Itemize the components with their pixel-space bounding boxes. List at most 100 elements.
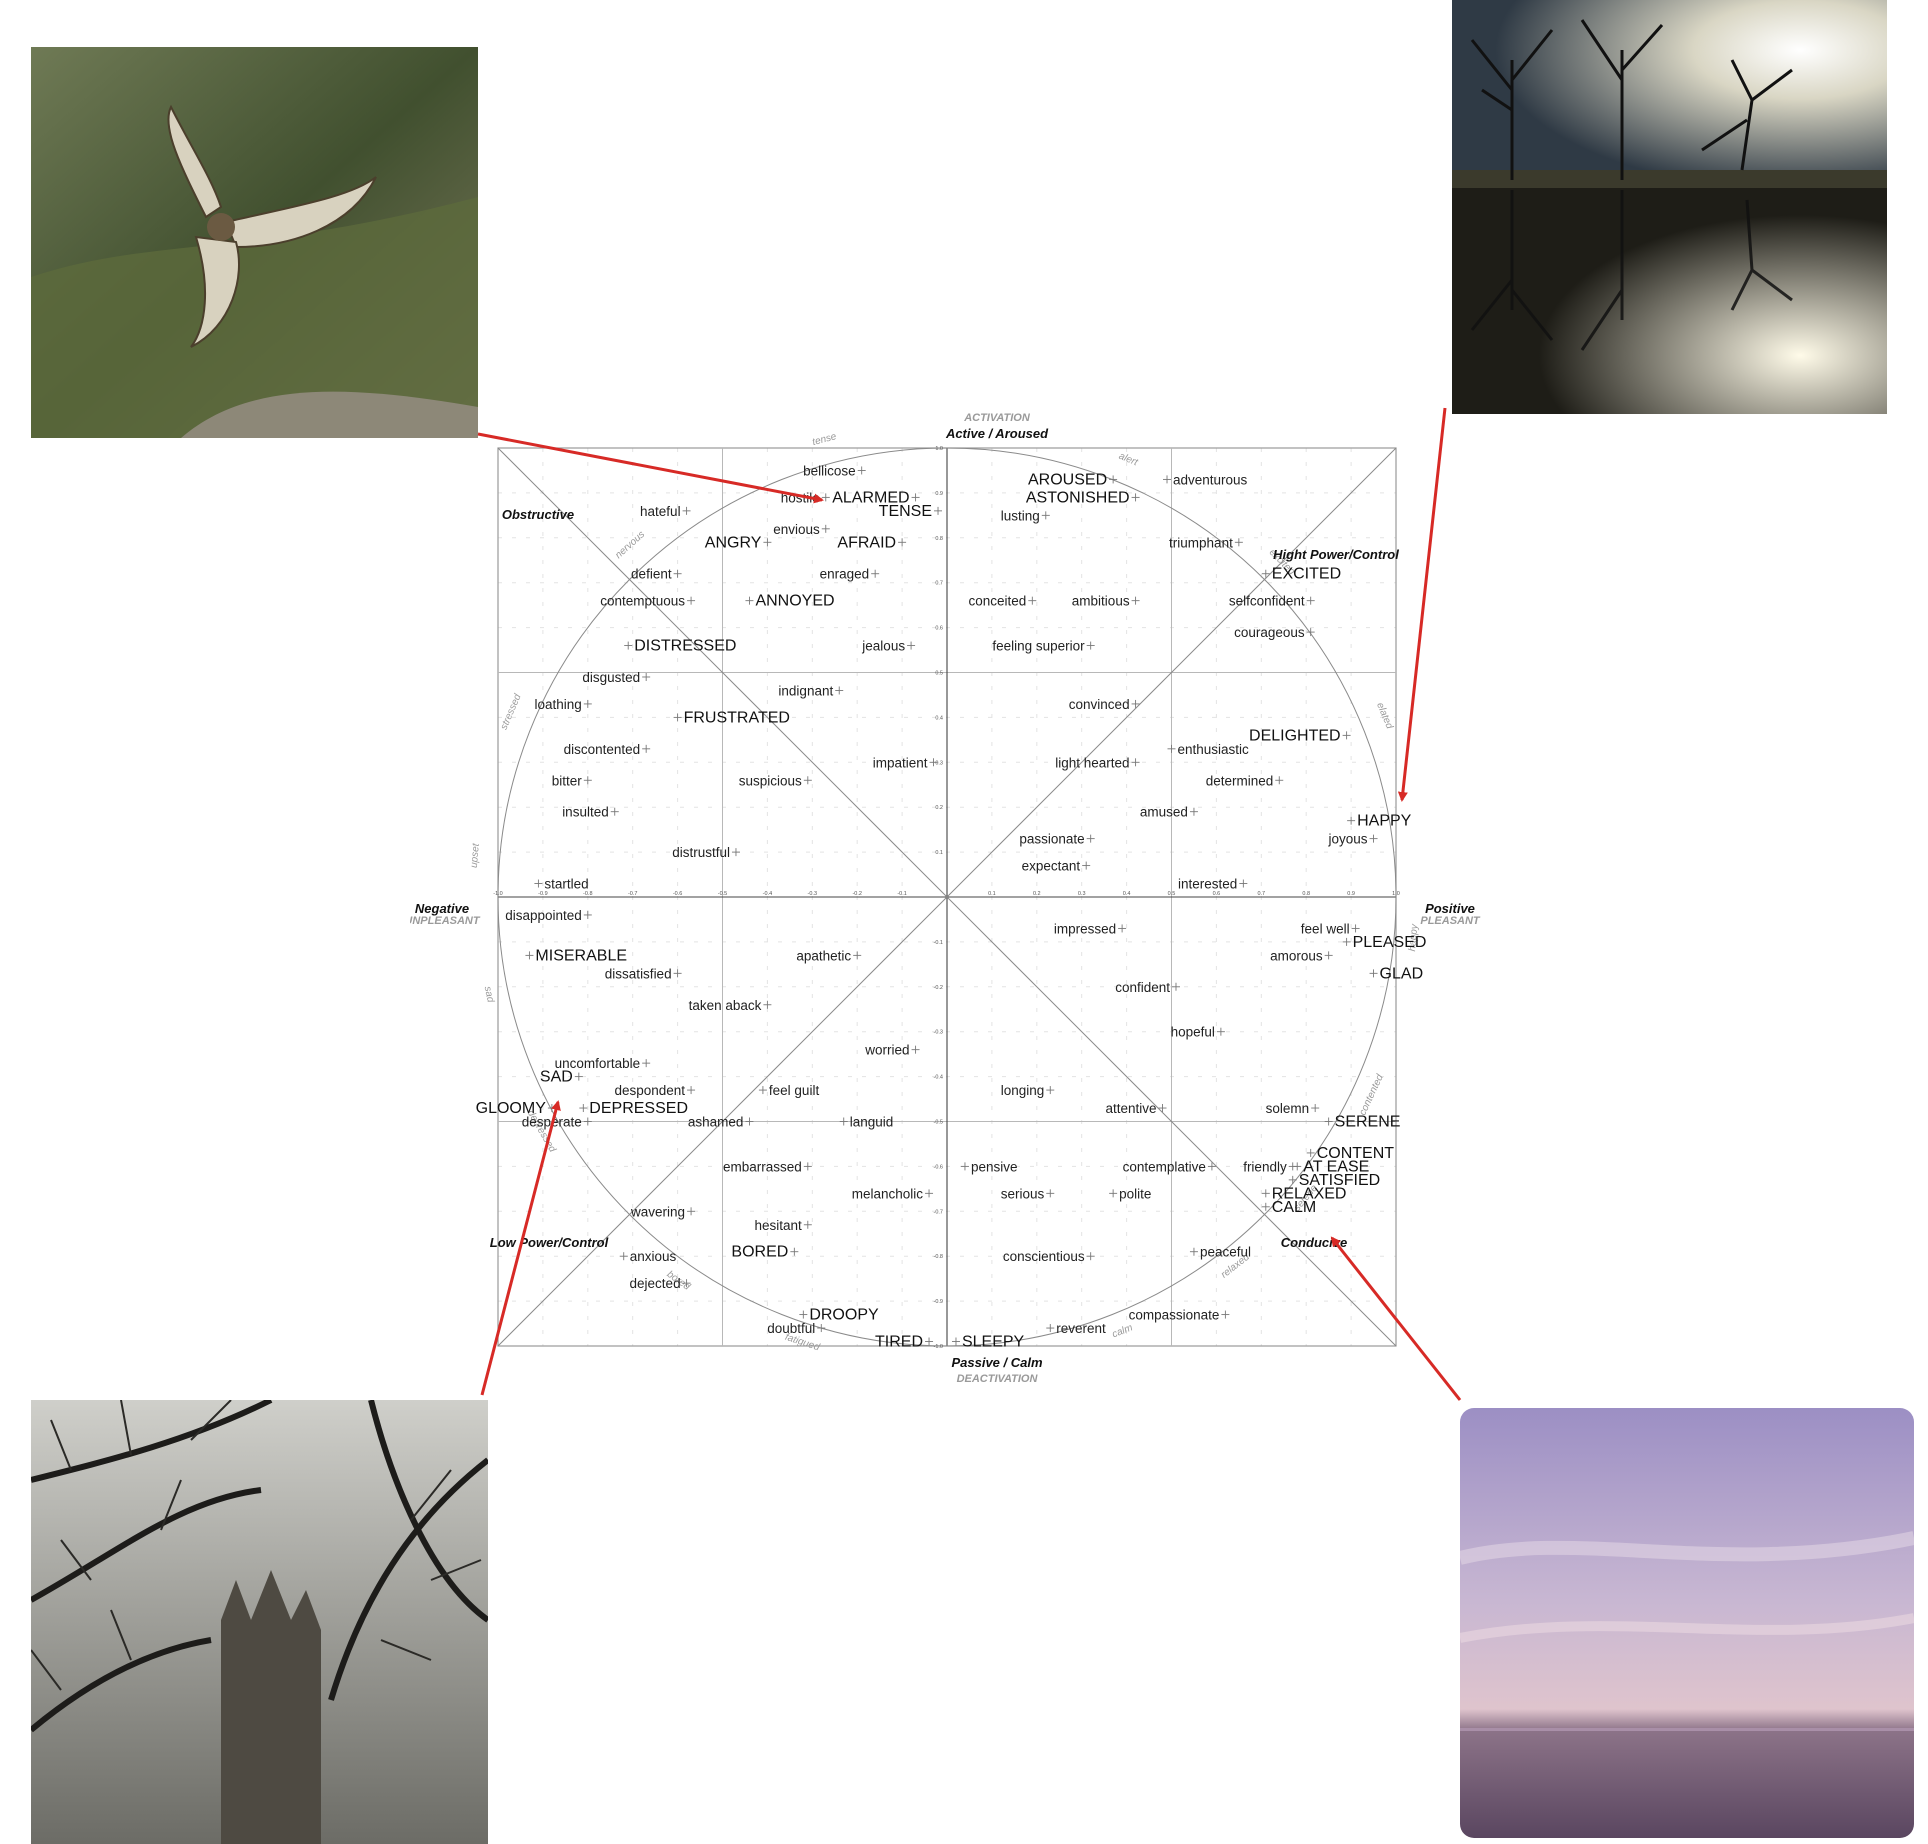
y-tick-label: -0.3 — [934, 1030, 943, 1036]
y-tick-label: -0.4 — [934, 1075, 943, 1081]
axis-bottom-caps: DEACTIVATION — [957, 1373, 1039, 1385]
emotion-label: defient — [631, 567, 672, 582]
axis-right-caps: PLEASANT — [1420, 915, 1481, 927]
emotion-label: apathetic — [796, 948, 851, 963]
emotion-label: loathing — [535, 697, 582, 712]
emotion-label: DISTRESSED — [634, 638, 736, 655]
emotion-label: amorous — [1270, 948, 1323, 963]
emotion-label: melancholic — [852, 1186, 924, 1201]
y-tick-label: 0.4 — [935, 715, 943, 721]
emotion-label: DELIGHTED — [1249, 727, 1341, 744]
y-tick-label: 0.2 — [935, 805, 943, 811]
quadrant-label-conducive: Conducive — [1281, 1235, 1347, 1250]
y-tick-label: 0.5 — [935, 671, 943, 677]
emotion-label: confident — [1115, 980, 1170, 995]
emotion-label: joyous — [1328, 832, 1368, 847]
emotion-label: RELAXED — [1272, 1185, 1347, 1202]
x-tick-label: -0.7 — [628, 891, 637, 897]
x-tick-label: -0.8 — [583, 891, 592, 897]
emotion-label: serious — [1001, 1186, 1045, 1201]
emotion-label: peaceful — [1200, 1245, 1251, 1260]
emotion-label: adventurous — [1173, 472, 1248, 487]
emotion-label: discontented — [564, 742, 641, 757]
y-tick-label: -0.5 — [934, 1120, 943, 1126]
quadrant-label-low-power: Low Power/Control — [490, 1235, 609, 1250]
rim-label: sad — [482, 985, 496, 1003]
rim-label: tense — [811, 431, 838, 448]
emotion-label: convinced — [1069, 697, 1130, 712]
rim-label: alert — [1117, 451, 1140, 469]
rim-label: contented — [1357, 1072, 1386, 1117]
y-tick-label: -0.6 — [934, 1164, 943, 1170]
emotion-label: TIRED — [875, 1334, 923, 1351]
emotion-label: FRUSTRATED — [684, 709, 790, 726]
emotion-label: insulted — [562, 805, 609, 820]
emotion-label: bitter — [552, 773, 583, 788]
emotion-label: impressed — [1054, 921, 1116, 936]
emotion-label: solemn — [1266, 1101, 1310, 1116]
gloomy-tree-photo — [31, 1400, 488, 1844]
x-tick-label: 0.9 — [1347, 891, 1355, 897]
rim-label: stressed — [499, 692, 524, 731]
x-tick-label: -0.3 — [808, 891, 817, 897]
emotion-label: ANGRY — [705, 534, 762, 551]
emotion-label: feeling superior — [992, 639, 1085, 654]
y-tick-label: -0.1 — [934, 940, 943, 946]
x-tick-label: 0.5 — [1168, 891, 1176, 897]
emotion-label: taken aback — [689, 998, 762, 1013]
emotion-label: disappointed — [505, 908, 582, 923]
emotion-label: indignant — [778, 683, 833, 698]
emotion-circumplex-chart: 0.1 -0.1 0.1 -0.1 0.2 -0.2 0.2 -0.2 0.3 -0.3 0.3 -0… — [410, 405, 1485, 1400]
emotion-label: SAD — [540, 1069, 573, 1086]
emotion-label: jealous — [861, 639, 905, 654]
emotion-label: ALARMED — [832, 489, 909, 506]
quadrant-label-obstructive: Obstructive — [502, 507, 574, 522]
calm-sea-photo — [1460, 1408, 1914, 1838]
emotion-label: compassionate — [1129, 1308, 1220, 1323]
emotion-label: CALM — [1272, 1199, 1316, 1216]
axis-left-label: Negative — [415, 901, 469, 916]
emotion-label: triumphant — [1169, 535, 1233, 550]
emotion-label: languid — [850, 1115, 894, 1130]
x-tick-label: -0.5 — [718, 891, 727, 897]
diagonal-line — [497, 447, 1397, 1347]
emotion-label: ambitious — [1072, 594, 1130, 609]
x-tick-label: -0.2 — [852, 891, 861, 897]
circumplex-circle — [497, 447, 1397, 1347]
emotion-label: dejected — [630, 1276, 681, 1291]
emotion-label: envious — [773, 522, 820, 537]
emotion-label: MISERABLE — [535, 947, 627, 964]
x-tick-label: 0.2 — [1033, 891, 1041, 897]
y-tick-label: -0.2 — [934, 985, 943, 991]
axis-bottom-label: Passive / Calm — [951, 1355, 1042, 1370]
emotion-label: light hearted — [1055, 755, 1129, 770]
emotion-label: feel guilt — [769, 1083, 820, 1098]
emotion-label: SLEEPY — [962, 1334, 1025, 1351]
emotion-label: impatient — [873, 755, 928, 770]
joyful-silhouette-photo — [1452, 0, 1887, 414]
emotion-label: suspicious — [739, 773, 802, 788]
quadrant-label-high-power: Hight Power/Control — [1273, 547, 1399, 562]
x-tick-label: -0.4 — [763, 891, 772, 897]
emotion-label: distrustful — [672, 845, 730, 860]
emotion-label: pensive — [971, 1159, 1018, 1174]
emotion-label: SERENE — [1335, 1114, 1401, 1131]
emotion-label: selfconfident — [1229, 594, 1305, 609]
emotion-label: hesitant — [755, 1218, 803, 1233]
eagle-photo — [31, 47, 478, 438]
y-tick-label: 0.1 — [935, 850, 943, 856]
emotion-label: determined — [1206, 773, 1274, 788]
emotion-label: ANNOYED — [755, 593, 834, 610]
rim-label: calm — [1111, 1322, 1135, 1340]
emotion-label: expectant — [1022, 859, 1081, 874]
emotion-label: lusting — [1001, 508, 1040, 523]
emotion-label: feel well — [1301, 921, 1350, 936]
emotion-label: wavering — [630, 1204, 685, 1219]
emotion-label: BORED — [731, 1244, 788, 1261]
emotion-label: enraged — [820, 567, 870, 582]
emotion-label: worried — [864, 1043, 909, 1058]
emotion-label: enthusiastic — [1178, 742, 1250, 757]
emotion-label: uncomfortable — [555, 1056, 641, 1071]
rim-label: nervous — [613, 529, 647, 561]
